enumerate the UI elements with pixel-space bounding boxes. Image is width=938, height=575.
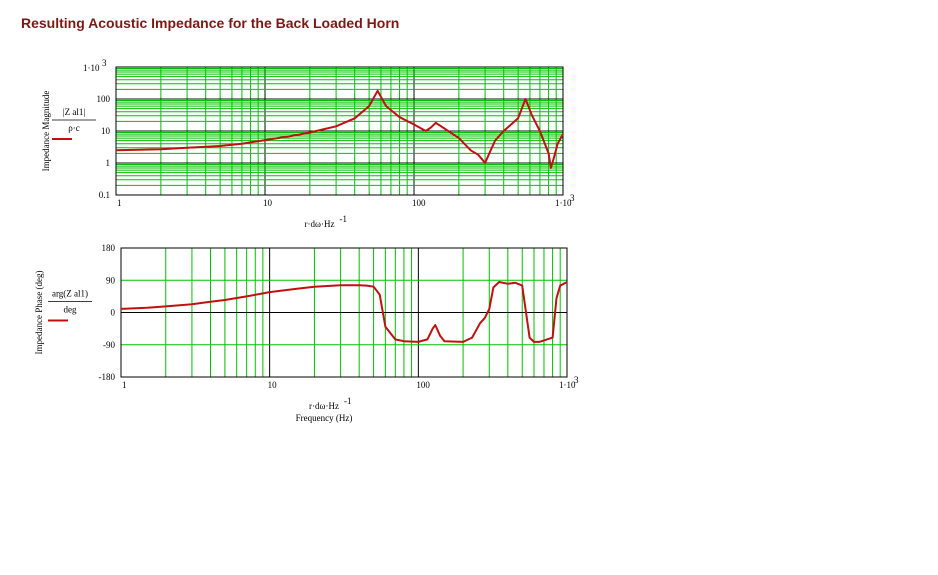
x-tick-label: 1·10 xyxy=(559,380,576,390)
y-tick-label: 0 xyxy=(111,308,116,318)
x-tick-label: 10 xyxy=(268,380,278,390)
x-tick-label: 1 xyxy=(117,198,122,208)
y-axis-title: Impedance Phase (deg) xyxy=(34,271,44,355)
x-tick-exponent: 3 xyxy=(570,193,575,203)
y-expression-denominator: ρ·c xyxy=(68,123,79,133)
y-tick-label: -180 xyxy=(99,372,116,382)
plot-border xyxy=(115,66,564,196)
y-tick-label: 1·10 xyxy=(83,63,100,73)
x-tick-label: 100 xyxy=(412,198,426,208)
y-tick-label: 10 xyxy=(101,126,111,136)
y-expression-denominator: deg xyxy=(64,305,77,315)
y-tick-label: 0.1 xyxy=(99,190,110,200)
plot-border xyxy=(120,247,568,378)
x-tick-label: 10 xyxy=(263,198,273,208)
y-tick-label: 90 xyxy=(106,275,116,285)
x-axis-expression: r·dω·Hz xyxy=(309,401,339,411)
x-tick-exponent: 3 xyxy=(574,375,579,385)
y-tick-label: 1 xyxy=(106,158,111,168)
y-tick-exponent: 3 xyxy=(102,58,107,68)
x-axis-exponent: -1 xyxy=(340,214,348,224)
x-tick-label: 1 xyxy=(122,380,127,390)
series-line xyxy=(115,89,564,169)
y-expression-numerator: |Z al1| xyxy=(63,107,86,117)
x-axis-title: Frequency (Hz) xyxy=(296,413,353,423)
x-tick-label: 1·10 xyxy=(555,198,572,208)
phase-plot: 1 10 100 1·103 180 90 0 -90 -180 r·dω·Hz -1 Frequen… xyxy=(34,243,579,423)
series-line xyxy=(120,281,568,343)
x-axis-exponent: -1 xyxy=(344,396,352,406)
y-expression-numerator: arg(Z al1) xyxy=(52,289,88,299)
y-tick-label: 180 xyxy=(102,243,116,253)
y-tick-label: 100 xyxy=(97,94,111,104)
page-title: Resulting Acoustic Impedance for the Bac… xyxy=(21,15,400,31)
x-tick-label: 100 xyxy=(416,380,430,390)
y-tick-label: -90 xyxy=(103,340,115,350)
x-axis-expression: r·dω·Hz xyxy=(305,219,335,229)
y-axis-title: Impedance Magnitude xyxy=(41,91,51,172)
